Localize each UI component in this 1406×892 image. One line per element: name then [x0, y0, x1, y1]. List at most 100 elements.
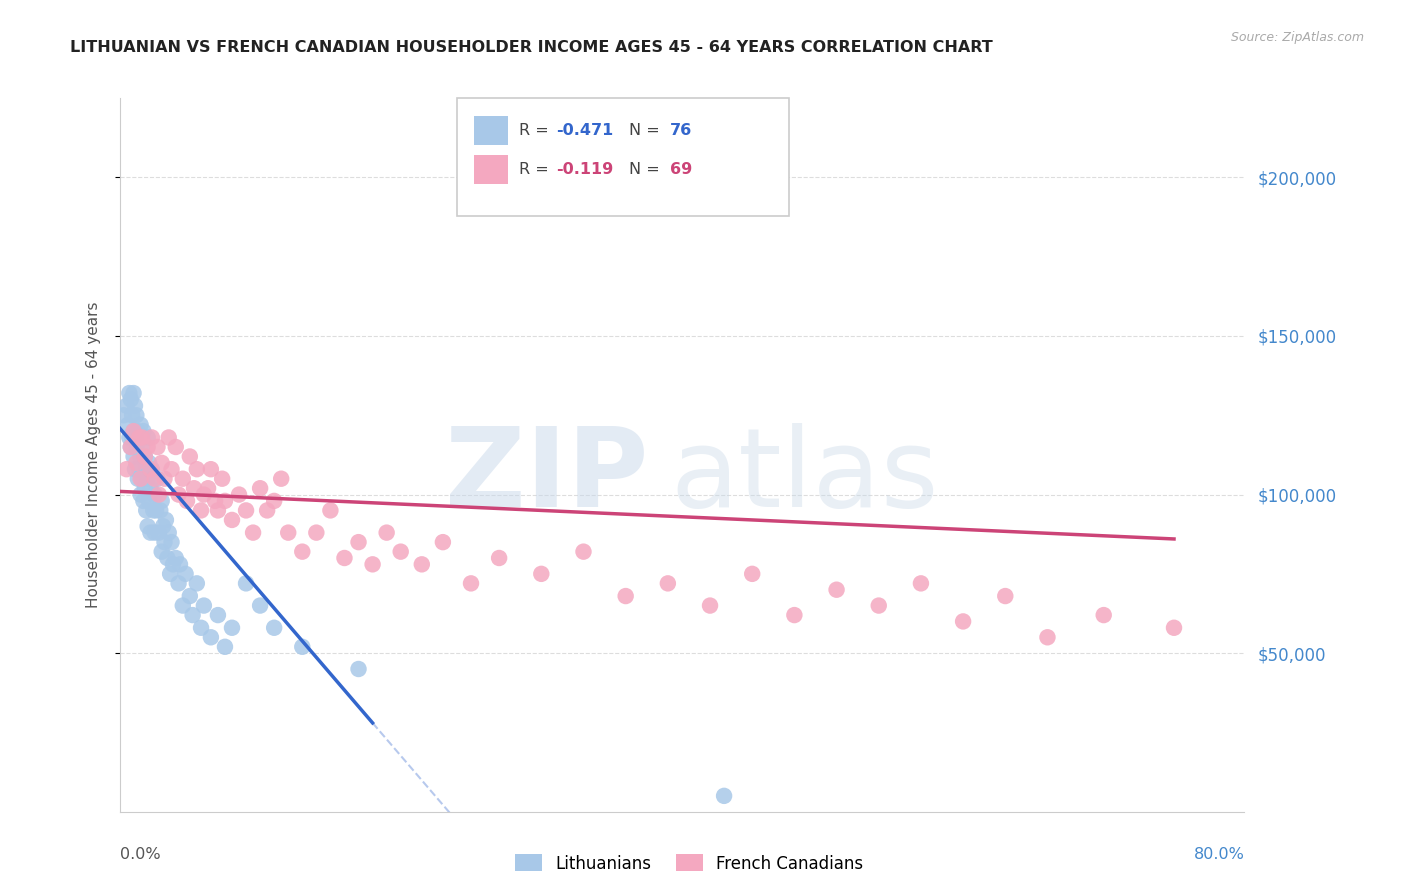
Text: N =: N = [628, 162, 665, 177]
Point [139, 481, 162, 495]
Point [214, 640, 236, 654]
Point [153, 535, 176, 549]
Point [160, 535, 183, 549]
Point [235, 503, 257, 517]
Point [868, 599, 890, 613]
Point [221, 513, 243, 527]
Point [165, 551, 187, 566]
Point [263, 494, 285, 508]
Point [159, 566, 181, 581]
Point [142, 503, 165, 517]
Point [432, 535, 454, 549]
Point [174, 566, 197, 581]
Point [124, 399, 146, 413]
Point [190, 621, 212, 635]
Point [488, 551, 510, 566]
Text: -0.119: -0.119 [555, 162, 613, 177]
Point [994, 589, 1017, 603]
Point [149, 503, 172, 517]
Point [128, 430, 150, 444]
Point [176, 494, 198, 508]
Point [127, 472, 149, 486]
Point [1092, 608, 1115, 623]
Point [136, 472, 159, 486]
Point [121, 409, 143, 423]
Point [125, 409, 148, 423]
Point [200, 630, 222, 644]
Point [1163, 621, 1185, 635]
Point [125, 456, 148, 470]
Point [148, 525, 170, 540]
Point [347, 535, 370, 549]
Point [143, 487, 166, 501]
Point [141, 462, 163, 476]
Point [657, 576, 679, 591]
Point [207, 503, 229, 517]
Point [134, 450, 156, 464]
Point [235, 576, 257, 591]
Point [145, 503, 167, 517]
Point [127, 424, 149, 438]
Point [291, 544, 314, 558]
Text: 0.0%: 0.0% [120, 847, 160, 863]
Point [136, 440, 159, 454]
Point [186, 462, 208, 476]
Point [181, 608, 204, 623]
Point [131, 472, 153, 486]
Point [150, 494, 173, 508]
Point [121, 430, 143, 444]
Point [112, 409, 135, 423]
Point [291, 640, 314, 654]
Point [115, 462, 138, 476]
Point [204, 494, 226, 508]
Point [128, 430, 150, 444]
Text: 76: 76 [669, 123, 692, 137]
Point [139, 525, 162, 540]
Point [952, 615, 974, 629]
Point [572, 544, 595, 558]
Point [169, 558, 191, 572]
Point [699, 599, 721, 613]
Point [120, 440, 142, 454]
FancyBboxPatch shape [474, 116, 508, 145]
Point [190, 503, 212, 517]
Text: R =: R = [519, 123, 554, 137]
Text: 69: 69 [669, 162, 692, 177]
Point [741, 566, 763, 581]
Point [115, 399, 138, 413]
Point [135, 462, 157, 476]
Point [228, 487, 250, 501]
Text: ZIP: ZIP [444, 423, 648, 530]
Point [783, 608, 806, 623]
Point [614, 589, 637, 603]
Legend: Lithuanians, French Canadians: Lithuanians, French Canadians [508, 847, 870, 880]
Point [910, 576, 932, 591]
Point [165, 440, 187, 454]
Point [129, 487, 152, 501]
Point [200, 462, 222, 476]
Point [172, 472, 194, 486]
Point [132, 494, 155, 508]
Point [139, 462, 162, 476]
Point [138, 456, 160, 470]
Point [825, 582, 848, 597]
Point [136, 430, 159, 444]
Point [249, 481, 271, 495]
Point [132, 424, 155, 438]
Point [197, 481, 219, 495]
Point [193, 487, 215, 501]
Point [122, 424, 145, 438]
Point [179, 450, 201, 464]
Point [155, 513, 177, 527]
Point [713, 789, 735, 803]
Point [389, 544, 412, 558]
Point [122, 386, 145, 401]
Point [129, 450, 152, 464]
Point [118, 430, 141, 444]
Text: -0.471: -0.471 [555, 123, 613, 137]
Point [135, 503, 157, 517]
Point [305, 525, 328, 540]
Point [129, 417, 152, 432]
Point [148, 487, 170, 501]
Point [214, 494, 236, 508]
